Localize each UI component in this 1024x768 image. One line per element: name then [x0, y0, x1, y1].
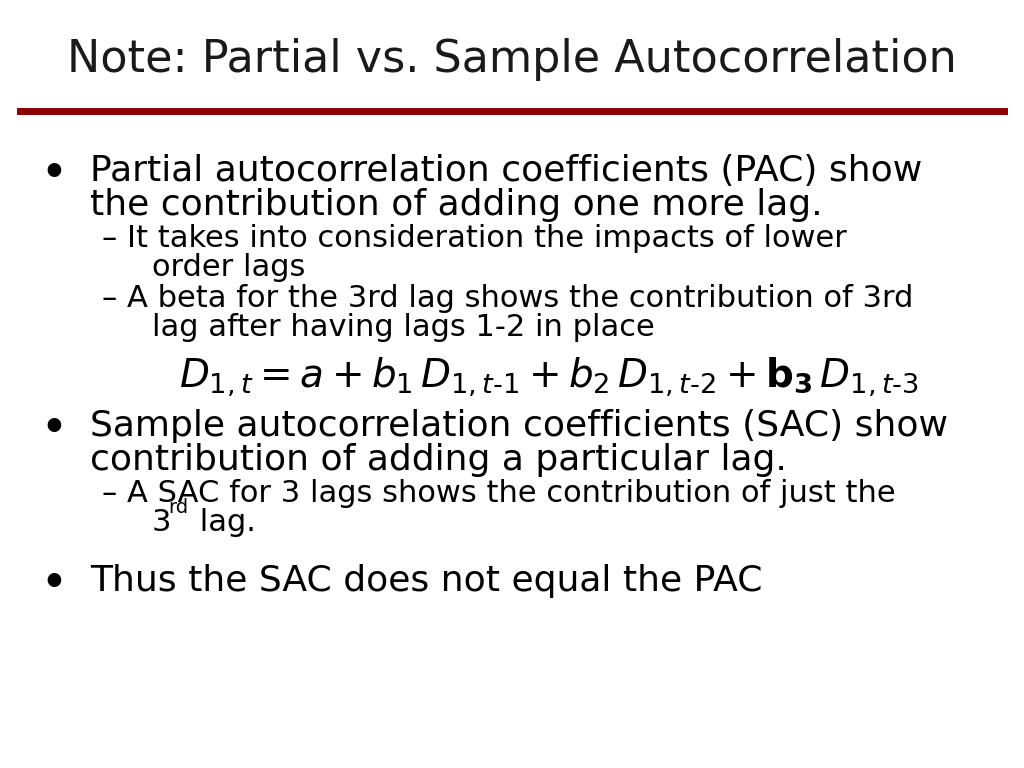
Text: •: • [41, 154, 66, 191]
Text: – A SAC for 3 lags shows the contribution of just the: – A SAC for 3 lags shows the contributio… [102, 479, 896, 508]
Text: rd: rd [168, 498, 188, 518]
Text: – It takes into consideration the impacts of lower: – It takes into consideration the impact… [102, 224, 847, 253]
Text: lag.: lag. [190, 508, 256, 538]
Text: Thus the SAC does not equal the PAC: Thus the SAC does not equal the PAC [90, 564, 763, 598]
Text: contribution of adding a particular lag.: contribution of adding a particular lag. [90, 443, 787, 477]
Text: Partial autocorrelation coefficients (PAC) show: Partial autocorrelation coefficients (PA… [90, 154, 923, 187]
Text: 3: 3 [152, 508, 171, 538]
Text: lag after having lags 1-2 in place: lag after having lags 1-2 in place [152, 313, 654, 343]
Text: •: • [41, 564, 66, 602]
Text: Note: Partial vs. Sample Autocorrelation: Note: Partial vs. Sample Autocorrelation [68, 38, 956, 81]
Text: order lags: order lags [152, 253, 305, 283]
Text: $D_{1,t} = a + b_1\,D_{1,t\text{-}1} + b_2\,D_{1,t\text{-}2} + \mathbf{b_3}\,D_{: $D_{1,t} = a + b_1\,D_{1,t\text{-}1} + b… [179, 355, 919, 398]
Text: •: • [41, 409, 66, 446]
Text: Sample autocorrelation coefficients (SAC) show: Sample autocorrelation coefficients (SAC… [90, 409, 948, 442]
Text: the contribution of adding one more lag.: the contribution of adding one more lag. [90, 188, 822, 222]
Text: – A beta for the 3rd lag shows the contribution of 3rd: – A beta for the 3rd lag shows the contr… [102, 284, 913, 313]
